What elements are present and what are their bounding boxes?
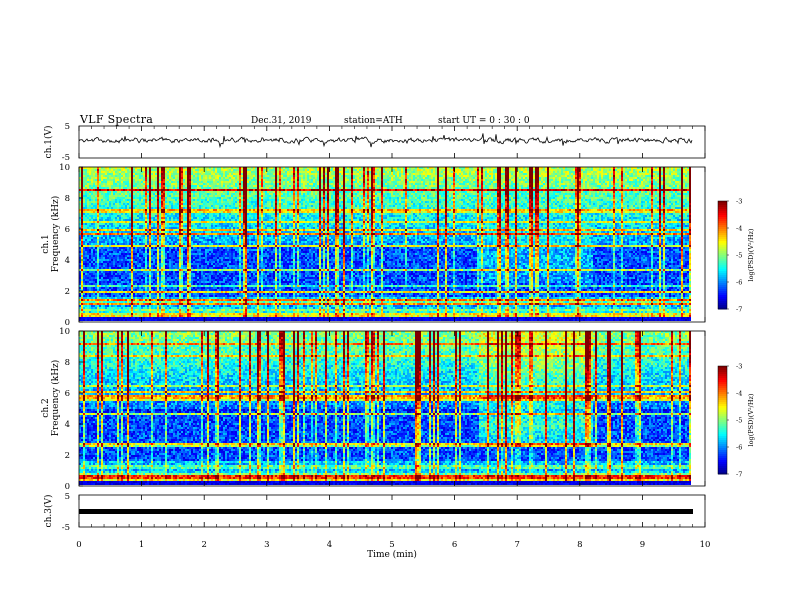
spec1-ytick-3: 6 bbox=[65, 225, 70, 235]
ch2-spectrogram-panel: 0 2 4 6 8 10 ch.2 Frequency (kHz) -3 -4 -5 -6 -7 l… bbox=[41, 327, 755, 492]
cb1-tick-0: -3 bbox=[736, 198, 742, 206]
time-axis-label: Time (min) bbox=[367, 549, 417, 560]
spec1-ytick-2: 4 bbox=[65, 256, 70, 266]
ch1-waveform-ylabel: ch.1(V) bbox=[43, 126, 54, 159]
cb1-label: log(PSD)(V²/Hz) bbox=[747, 228, 755, 281]
ch2-spectrogram-ylabel-frequency: Frequency (kHz) bbox=[50, 360, 61, 437]
spec2-ytick-0: 0 bbox=[65, 482, 70, 492]
time-tick-9: 9 bbox=[640, 540, 645, 550]
cb2-tick-0: -3 bbox=[736, 363, 742, 371]
time-tick-8: 8 bbox=[577, 540, 582, 550]
ch2-colorbar: -3 -4 -5 -6 -7 log(PSD)(V²/Hz) bbox=[718, 363, 755, 479]
ch3-ytick-bottom: -5 bbox=[62, 523, 70, 533]
ch2-spectrogram-ylabel-channel: ch.2 bbox=[41, 398, 51, 417]
ch3-ytick-top: 5 bbox=[65, 492, 70, 502]
date-label: Dec.31, 2019 bbox=[251, 116, 312, 126]
figure-title: VLF Spectra bbox=[79, 113, 153, 126]
ch3-waveform-ylabel: ch.3(V) bbox=[43, 495, 54, 528]
time-tick-0: 0 bbox=[76, 540, 81, 550]
time-tick-3: 3 bbox=[264, 540, 269, 550]
ch3-waveform-panel: 5 -5 ch.3(V) bbox=[43, 492, 705, 533]
ch1-spectrogram-image bbox=[79, 167, 691, 321]
time-tick-1: 1 bbox=[139, 540, 144, 550]
cb1-tick-1: -4 bbox=[736, 225, 742, 233]
cb2-label: log(PSD)(V²/Hz) bbox=[747, 393, 755, 446]
ch1-colorbar: -3 -4 -5 -6 -7 log(PSD)(V²/Hz) bbox=[718, 198, 755, 314]
spec2-ytick-5: 10 bbox=[59, 327, 70, 337]
cb2-tick-4: -7 bbox=[736, 471, 742, 479]
start-time-label: start UT = 0 : 30 : 0 bbox=[438, 116, 530, 126]
cb1-tick-3: -6 bbox=[736, 279, 742, 287]
cb2-tick-2: -5 bbox=[736, 417, 742, 425]
spec1-ytick-5: 10 bbox=[59, 163, 70, 173]
ch1-spectrogram-ylabel-frequency: Frequency (kHz) bbox=[50, 196, 61, 273]
cb1-tick-2: -5 bbox=[736, 252, 742, 260]
cb2-tick-3: -6 bbox=[736, 444, 742, 452]
spec1-ytick-4: 8 bbox=[65, 194, 70, 204]
ch1-waveform-panel: 5 -5 ch.1(V) bbox=[43, 122, 705, 163]
time-tick-2: 2 bbox=[201, 540, 206, 550]
time-tick-7: 7 bbox=[514, 540, 519, 550]
spec2-ytick-1: 2 bbox=[65, 451, 70, 461]
spec2-ytick-3: 6 bbox=[65, 389, 70, 399]
time-tick-5: 5 bbox=[389, 540, 394, 550]
ch3-waveform-line bbox=[79, 509, 693, 514]
station-label: station=ATH bbox=[344, 116, 403, 126]
spec1-ytick-1: 2 bbox=[65, 287, 70, 297]
cb2-tick-1: -4 bbox=[736, 390, 742, 398]
time-tick-6: 6 bbox=[452, 540, 457, 550]
time-tick-4: 4 bbox=[327, 540, 332, 550]
cb1-tick-4: -7 bbox=[736, 306, 742, 314]
spec2-ytick-2: 4 bbox=[65, 420, 70, 430]
ch1-ytick-bottom: -5 bbox=[62, 153, 70, 163]
ch2-spectrogram-image bbox=[79, 331, 691, 485]
spec2-ytick-4: 8 bbox=[65, 358, 70, 368]
time-tick-10: 10 bbox=[700, 540, 711, 550]
ch1-spectrogram-ylabel-channel: ch.1 bbox=[41, 234, 51, 253]
ch1-ytick-top: 5 bbox=[65, 122, 70, 132]
